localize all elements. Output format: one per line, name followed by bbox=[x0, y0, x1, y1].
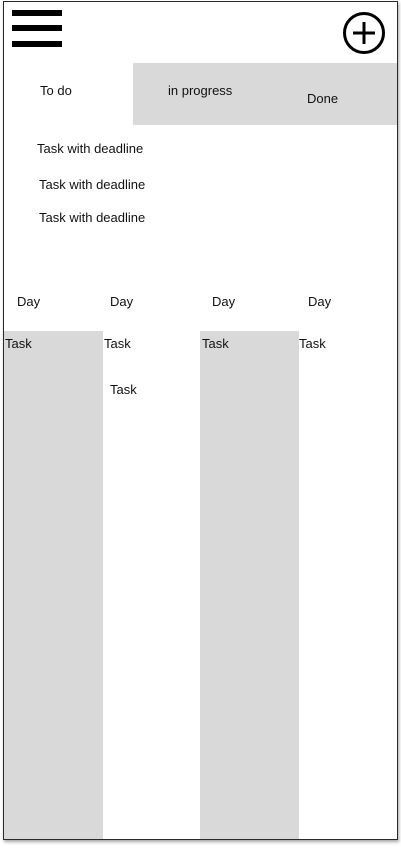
tab-label: in progress bbox=[168, 83, 233, 98]
tab-label: Done bbox=[307, 91, 339, 106]
calendar-task[interactable]: Task bbox=[104, 336, 131, 351]
day-label: Day bbox=[212, 294, 236, 309]
list-item[interactable]: Task with deadline bbox=[37, 141, 144, 156]
day-column[interactable] bbox=[299, 331, 397, 839]
day-column[interactable] bbox=[200, 331, 299, 839]
day-column[interactable] bbox=[4, 331, 103, 839]
list-item[interactable]: Task with deadline bbox=[39, 177, 146, 192]
tab-to-do[interactable]: To do bbox=[4, 63, 133, 125]
tab-label: To do bbox=[40, 83, 72, 98]
calendar-task[interactable]: Task bbox=[299, 336, 326, 351]
day-label: Day bbox=[110, 294, 134, 309]
calendar-task[interactable]: Task bbox=[5, 336, 32, 351]
menu-button[interactable] bbox=[12, 10, 62, 52]
app-frame: To do in progress Done Task with deadlin… bbox=[3, 1, 398, 840]
plus-circle-icon bbox=[343, 12, 385, 54]
day-label: Day bbox=[308, 294, 332, 309]
tab-in-progress[interactable]: in progress bbox=[133, 63, 267, 125]
calendar-task[interactable]: Task bbox=[110, 382, 137, 397]
list-item[interactable]: Task with deadline bbox=[39, 210, 146, 225]
tab-done[interactable]: Done bbox=[267, 63, 397, 125]
add-task-button[interactable] bbox=[342, 11, 386, 55]
calendar-task[interactable]: Task bbox=[202, 336, 229, 351]
status-tabs: To do in progress Done bbox=[4, 63, 397, 125]
day-label: Day bbox=[17, 294, 41, 309]
day-column[interactable] bbox=[103, 331, 202, 839]
